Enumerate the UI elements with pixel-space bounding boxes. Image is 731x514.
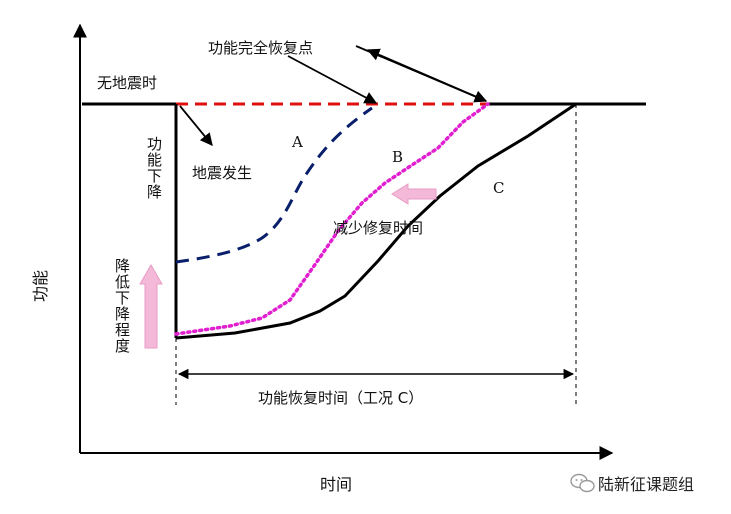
label-curve-a: A bbox=[291, 133, 303, 151]
label-full-recovery-point: 功能完全恢复点 bbox=[208, 39, 313, 57]
curve-b bbox=[174, 102, 490, 336]
label-curve-b: B bbox=[392, 148, 403, 166]
pointer-earthquake bbox=[179, 105, 213, 146]
label-function-drop: 功能下降 bbox=[145, 136, 163, 200]
label-reduce-repair-time: 减少修复时间 bbox=[333, 219, 423, 237]
reduce-drop-arrow-icon bbox=[139, 264, 163, 349]
y-axis-label: 功能 bbox=[31, 270, 50, 302]
watermark-text: 陆新征课题组 bbox=[598, 475, 694, 494]
axes bbox=[73, 23, 614, 460]
pointer-to-curve-a-end bbox=[287, 55, 378, 104]
label-earthquake-occurs: 地震发生 bbox=[192, 164, 252, 182]
curve-c bbox=[175, 102, 577, 340]
label-reduce-drop-degree: 降低下降程度 bbox=[113, 258, 131, 354]
label-curve-c: C bbox=[493, 179, 504, 197]
reduce-time-arrow-icon bbox=[391, 183, 437, 205]
watermark: 陆新征课题组 bbox=[570, 473, 694, 494]
wechat-icon bbox=[570, 473, 595, 493]
pointer-label-right bbox=[366, 48, 487, 102]
curve-a bbox=[175, 106, 373, 264]
x-axis-label: 时间 bbox=[320, 475, 352, 494]
label-no-earthquake: 无地震时 bbox=[97, 74, 157, 92]
label-recovery-time-case-c: 功能恢复时间（工况 C） bbox=[258, 389, 423, 407]
